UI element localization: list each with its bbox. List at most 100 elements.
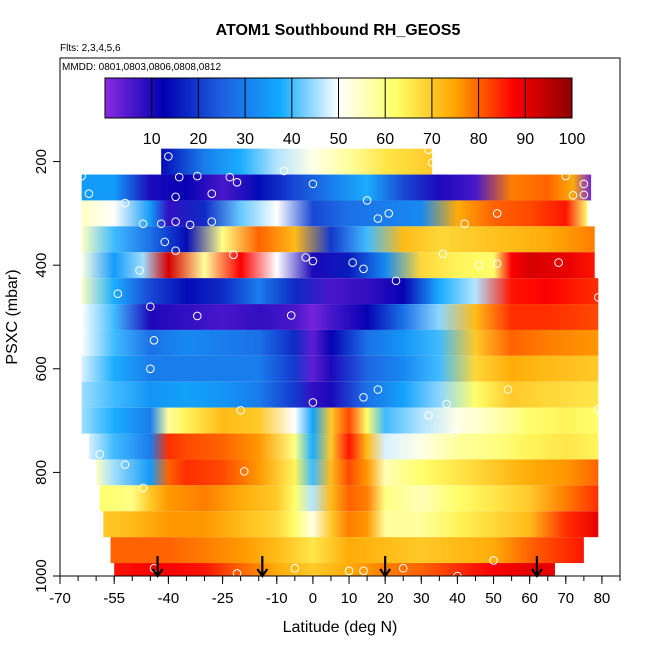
observation-point: [225, 172, 235, 182]
heatmap-band: [81, 252, 595, 279]
observation-point: [239, 467, 249, 476]
x-tick-label: -55: [103, 590, 125, 607]
observation-point: [135, 266, 144, 275]
observation-point: [95, 449, 105, 459]
observation-point: [492, 259, 502, 268]
observation-point: [554, 258, 563, 267]
x-tick-label: 20: [377, 590, 394, 607]
observation-point: [489, 556, 498, 565]
observation-point: [503, 385, 513, 394]
chart-subtitle: Flts: 2,3,4,5,6: [60, 43, 121, 54]
observation-point: [373, 385, 383, 394]
observation-point: [568, 190, 578, 200]
observation-point: [207, 189, 217, 199]
colorbar-frame: [104, 77, 573, 119]
colorbar-tick-label: 70: [423, 131, 441, 148]
colorbar: 10 20 30 40 50 60 70 80 90 100: [104, 77, 586, 148]
observation-point: [229, 250, 238, 260]
observation-point: [424, 411, 433, 420]
x-tick-label: 40: [449, 590, 466, 607]
observation-point: [384, 209, 394, 218]
observation-point: [449, 428, 459, 437]
heatmap-band: [81, 355, 599, 382]
observation-point: [171, 217, 180, 226]
observation-point: [279, 166, 289, 176]
observation-point: [232, 569, 242, 576]
x-tick-label: 70: [557, 590, 574, 607]
observation-point: [561, 171, 571, 181]
observation-point: [348, 258, 357, 267]
observation-point: [207, 217, 217, 226]
x-tick-label: -40: [158, 590, 180, 607]
colorbar-tick-label: 80: [470, 131, 488, 148]
observation-point: [359, 264, 368, 274]
observation-point: [373, 214, 383, 223]
observation-markers: [77, 145, 603, 576]
plot-frame: [59, 57, 621, 577]
observation-point: [308, 256, 318, 266]
heatmap-band: [99, 485, 599, 512]
observation-point: [398, 563, 408, 573]
x-tick-label: -10: [266, 590, 288, 607]
colorbar-tick-label: 30: [236, 131, 254, 148]
observation-point: [185, 220, 195, 230]
heatmap-band: [81, 226, 595, 253]
y-tick-label: 400: [33, 253, 50, 278]
colorbar-tick-label: 50: [330, 131, 348, 148]
colorbar-tick-label: 60: [376, 131, 394, 148]
chart-title: ATOM1 Southbound RH_GEOS5: [216, 22, 461, 39]
observation-point: [192, 171, 202, 181]
x-axis-label: Latitude (deg N): [283, 619, 398, 636]
observation-point: [460, 219, 469, 229]
observation-point: [344, 566, 354, 576]
observation-point: [308, 179, 318, 189]
observation-point: [236, 405, 245, 415]
y-tick-label: 800: [33, 460, 50, 485]
observation-point: [138, 483, 148, 493]
x-tick-label: -25: [212, 590, 234, 607]
heatmap-band: [81, 381, 599, 408]
observation-point: [138, 219, 148, 229]
observation-point: [160, 237, 170, 247]
observation-point: [149, 336, 159, 345]
heatmap-band: [81, 278, 599, 305]
x-axis: -70 -55 -40 -25 -10 0 10 20 30 40 50 60 70 80: [49, 576, 621, 607]
observation-point: [424, 145, 433, 154]
observation-point: [391, 276, 401, 286]
observation-point: [192, 311, 202, 321]
x-tick-label: 30: [413, 590, 430, 607]
x-tick-label: 80: [594, 590, 611, 607]
observation-point: [594, 404, 603, 414]
observation-point: [359, 392, 368, 402]
heatmap-band: [110, 537, 584, 564]
x-tick-label: 60: [521, 590, 538, 607]
x-tick-label: 50: [485, 590, 502, 607]
chart-annotation: MMDD: 0801,0803,0806,0808,0812: [62, 62, 221, 73]
observation-point: [156, 219, 166, 229]
colorbar-tick-label: 40: [283, 131, 301, 148]
y-axis-label: PSXC (mbar): [4, 269, 21, 364]
colorbar-tick-label: 100: [559, 131, 586, 148]
observation-point: [286, 311, 296, 320]
observation-point: [171, 246, 180, 255]
observation-point: [438, 249, 448, 259]
observation-point: [301, 253, 310, 262]
observation-point: [308, 398, 318, 407]
heatmap-band: [81, 174, 592, 201]
heatmap-band: [81, 200, 588, 227]
heatmap-band: [103, 511, 599, 538]
y-tick-label: 600: [33, 356, 50, 381]
y-tick-label: 200: [33, 149, 50, 174]
colorbar-tick-label: 90: [516, 131, 534, 148]
heatmap-band: [81, 304, 599, 330]
observation-point: [113, 289, 123, 298]
observation-point: [427, 158, 437, 167]
observation-point: [492, 209, 502, 218]
observation-point: [474, 260, 484, 270]
observation-point: [146, 364, 155, 374]
observation-point: [290, 563, 300, 573]
observation-point: [146, 302, 155, 311]
heatmap-band: [161, 148, 433, 175]
observation-point: [84, 189, 94, 199]
